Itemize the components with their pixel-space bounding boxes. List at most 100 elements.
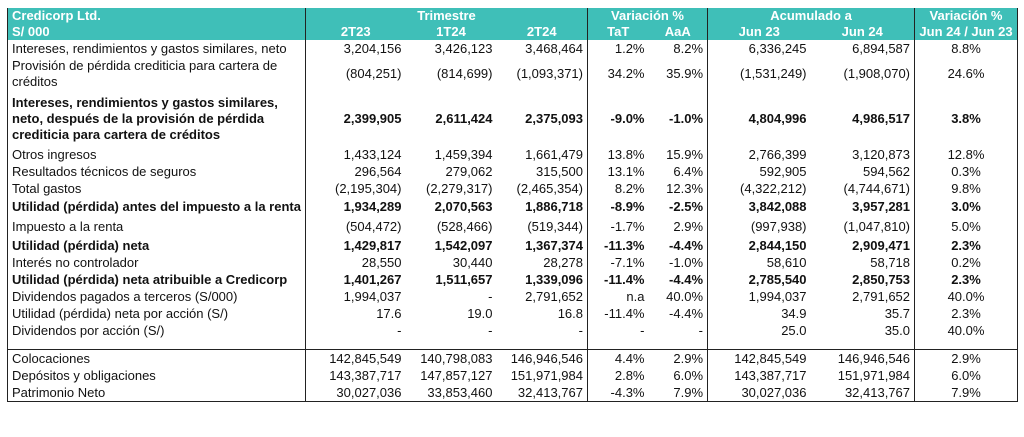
cell: 147,857,127 <box>420 367 493 383</box>
table-row: Intereses, rendimientos y gastos similar… <box>7 91 1019 146</box>
cell: (1,047,810) <box>810 217 916 237</box>
cell: 16.8 <box>496 305 588 322</box>
cell: (519,344) <box>496 217 588 237</box>
cell: (1,908,070) <box>810 57 916 91</box>
cell: -9.0% <box>610 110 645 126</box>
cell: 1,511,657 <box>435 271 493 287</box>
cell: 1,886,718 <box>496 197 588 217</box>
cell: 0.2% <box>914 254 1019 271</box>
cell: 143,387,717 <box>734 367 807 383</box>
cell: 28,550 <box>361 254 402 270</box>
cell: 12.8% <box>914 146 1019 163</box>
cell: 279,062 <box>445 163 493 179</box>
cell: 140,798,083 <box>420 350 493 366</box>
cell: -11.4% <box>604 271 645 287</box>
cell: -7.1% <box>610 254 645 270</box>
cell: 8.2% <box>648 40 709 57</box>
cell: 35.9% <box>648 57 709 91</box>
cell: 3,957,281 <box>810 197 916 217</box>
cell: 2,909,471 <box>810 237 916 254</box>
table-row: Utilidad (pérdida) neta atribuible a Cre… <box>7 271 1019 288</box>
cell: 3,204,156 <box>343 40 402 56</box>
cell: 2,375,093 <box>496 91 588 146</box>
cell: 1,994,037 <box>748 288 807 304</box>
currency-label: S/ 000 <box>7 24 306 40</box>
cell: 2.3% <box>914 271 1019 288</box>
table-row: Otros ingresos 1,433,124 1,459,394 1,661… <box>7 146 1019 163</box>
cell: 24.6% <box>914 57 1019 91</box>
cell: 35.0 <box>810 322 916 339</box>
cell: 33,853,460 <box>405 384 497 402</box>
header-row-groups: Credicorp Ltd. Trimestre Variación % Acu… <box>7 8 1019 24</box>
cell: 40.0% <box>914 322 1019 339</box>
cell: 2,766,399 <box>748 146 807 162</box>
row-label: Dividendos pagados a terceros (S/000) <box>7 288 306 305</box>
cell: 2.3% <box>914 237 1019 254</box>
cell: 143,387,717 <box>329 367 402 383</box>
col-1t24: 1T24 <box>405 24 497 40</box>
cell: - <box>648 322 709 339</box>
table-row: Colocaciones 142,845,549 140,798,083 146… <box>7 349 1019 367</box>
cell: 142,845,549 <box>329 350 402 366</box>
cell: 2,791,652 <box>810 288 916 305</box>
cell: 4,986,517 <box>810 91 916 146</box>
cell: 6.0% <box>648 367 709 384</box>
cell: 4,804,996 <box>748 110 807 126</box>
cell: -1.7% <box>610 219 645 234</box>
cell: (2,279,317) <box>426 180 493 196</box>
row-label: Total gastos <box>7 180 306 197</box>
header-row-columns: S/ 000 2T23 1T24 2T24 TaT AaA Jun 23 Jun… <box>7 24 1019 40</box>
col-jun23: Jun 23 <box>707 24 811 40</box>
cell: - <box>488 288 493 304</box>
cell: (504,472) <box>345 219 402 234</box>
cell: -1.0% <box>648 91 709 146</box>
cell: -1.0% <box>648 254 709 271</box>
cell: 58,718 <box>810 254 916 271</box>
cell: 3,120,873 <box>810 146 916 163</box>
cell: 2,611,424 <box>435 110 493 126</box>
row-label: Resultados técnicos de seguros <box>7 163 306 180</box>
cell: 6.0% <box>914 367 1019 384</box>
cell: (804,251) <box>345 66 402 81</box>
cell: -4.3% <box>587 384 649 402</box>
cell: 7.9% <box>914 384 1019 402</box>
cell: 3.8% <box>914 91 1019 146</box>
cell: 8.8% <box>914 40 1019 57</box>
table-row: Resultados técnicos de seguros 296,564 2… <box>7 163 1019 180</box>
col-jun24: Jun 24 <box>810 24 916 40</box>
cell: 1,433,124 <box>343 146 402 162</box>
cell: 2,791,652 <box>496 288 588 305</box>
cell: -11.3% <box>604 237 645 253</box>
col-aaa: AaA <box>648 24 709 40</box>
cell: 1,661,479 <box>496 146 588 163</box>
cell: -11.4% <box>604 305 645 321</box>
cell: 34.9 <box>781 305 807 321</box>
cell: (997,938) <box>750 219 807 234</box>
cell: 1.2% <box>614 40 645 56</box>
cell: n.a <box>626 288 645 304</box>
table-row: Intereses, rendimientos y gastos similar… <box>7 40 1019 57</box>
table-row: Total gastos (2,195,304) (2,279,317) (2,… <box>7 180 1019 197</box>
cell: 6,894,587 <box>810 40 916 57</box>
cell: 6.4% <box>648 163 709 180</box>
cell: 1,401,267 <box>343 271 402 287</box>
cell: 1,994,037 <box>343 288 402 304</box>
cell: 1,429,817 <box>343 237 402 253</box>
group-variacion: Variación % <box>587 8 709 24</box>
cell: 7.9% <box>648 384 709 402</box>
col-var-jun: Jun 24 / Jun 23 <box>914 24 1019 40</box>
cell: -4.4% <box>648 305 709 322</box>
cell: - <box>640 322 645 338</box>
group-trimestre: Trimestre <box>305 8 588 24</box>
cell: 151,971,984 <box>496 367 588 384</box>
cell: 2,070,563 <box>434 199 493 214</box>
cell: 6,336,245 <box>748 40 807 56</box>
table-row: Utilidad (pérdida) neta 1,429,817 1,542,… <box>7 237 1019 254</box>
cell: (528,466) <box>436 219 493 234</box>
col-2t23: 2T23 <box>305 24 406 40</box>
cell: 19.0 <box>467 305 493 321</box>
cell: 1,339,096 <box>496 271 588 288</box>
cell: 3,842,088 <box>748 199 807 214</box>
col-2t24: 2T24 <box>496 24 588 40</box>
row-label: Utilidad (pérdida) antes del impuesto a … <box>7 197 306 217</box>
